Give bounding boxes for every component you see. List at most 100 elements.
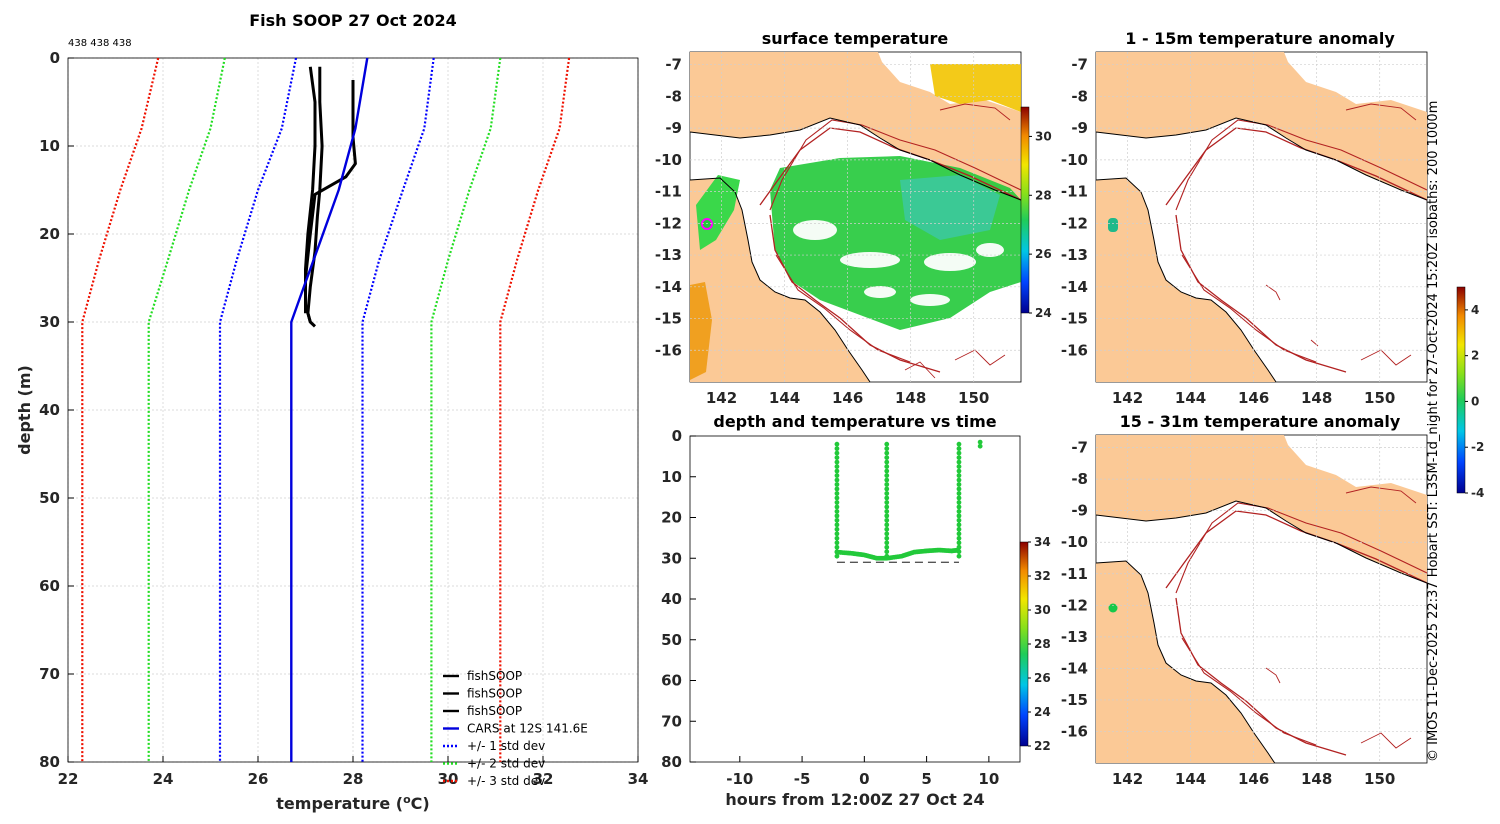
colorbar-surface-tick-label: 24 [1035,306,1052,320]
profile-dot [834,508,840,514]
map-x-tick-label: 148 [1301,389,1332,407]
isobath-200m [1165,510,1427,756]
coastline [1096,117,1427,382]
x-axis-label: temperature (oC) [276,793,429,814]
profile-dot [884,473,890,478]
map-y-tick-label: -15 [1061,691,1088,709]
y-tick-label: 40 [39,401,60,419]
x-tick-label: 0 [859,770,869,788]
profile-dot [834,504,840,510]
profile-dot [956,522,962,528]
y-tick-label: 50 [661,631,682,649]
x-tick-label: 26 [248,770,269,788]
land-cape-york [1096,178,1276,382]
profile-dot [956,513,962,519]
map-y-tick-label: -8 [1071,87,1088,105]
profile-dot [956,473,962,478]
profile-dot [834,486,840,492]
series-line-cars-at-12s-141-6e [290,57,369,762]
colorbar-surface-tick-label: 26 [1035,247,1052,261]
legend-label: fishSOOP [467,669,522,683]
legend-label: +/- 2 std dev [467,757,545,771]
legend-label: fishSOOP [467,687,522,701]
profile-dot [956,486,962,492]
anomaly-blob [1108,218,1118,232]
y-tick-label: 80 [661,753,682,771]
reef-contours [904,103,1011,379]
y-tick-label: 40 [661,590,682,608]
map-y-tick-label: -7 [1071,56,1088,74]
profile-dot [834,522,840,528]
x-axis-label: hours from 12:00Z 27 Oct 24 [725,790,984,809]
profile-dot [956,459,962,465]
profile-dot [884,482,890,487]
colorbar-depth-time-tick-label: 26 [1034,671,1051,685]
plot-frame [689,435,1021,763]
map-x-tick-label: 146 [832,389,863,407]
map-y-tick-label: -12 [1061,214,1088,232]
map-y-tick-label: -13 [1061,628,1088,646]
map-y-tick-label: -10 [1061,533,1088,551]
map-x-tick-label: 148 [1301,770,1332,788]
profile-dot [956,531,962,537]
map-x-tick-label: 150 [1364,770,1395,788]
profile-chart: 22 24 26 28 30 32 34 0 10 20 30 40 50 60 70 80 Fish SOOP… [15,11,648,813]
map-y-tick-label: -12 [655,214,682,232]
y-tick-label: 0 [50,49,60,67]
reef-contours [1265,486,1417,749]
isobath-1000m [1175,502,1427,746]
profile-dot [956,508,962,514]
profile-dot [834,553,840,559]
profile-dot [834,495,840,501]
map-y-tick-label: -12 [1061,596,1088,614]
map-y-tick-label: -7 [665,56,682,74]
y-tick-label: 20 [39,225,60,243]
depth-time-chart: -10 -5 0 5 10 0 10 20 30 40 50 60 70 80 depth and temp… [661,412,1021,809]
profile-dot [956,450,962,456]
isobath-200m [1165,127,1427,373]
profile-dot [884,517,890,523]
map-y-tick-label: -14 [1061,659,1088,677]
legend-label: CARS at 12S 141.6E [467,722,588,736]
profile-dot [884,446,890,452]
x-tick-label: 28 [343,770,364,788]
map-y-tick-label: -14 [655,278,682,296]
map-x-tick-label: 144 [1175,389,1206,407]
colorbar-anomaly-tick-label: 0 [1471,394,1479,408]
profile-dot [884,500,890,505]
bottom-track-dot [955,547,961,553]
map-x-tick-label: 142 [706,389,737,407]
map-y-tick-label: -10 [1061,151,1088,169]
profile-dot [956,464,962,469]
profile-dot [834,531,840,537]
y-tick-label: 50 [39,489,60,507]
colorbar-anomaly [1456,286,1466,494]
colorbar-depth-time-tick-label: 24 [1034,705,1051,719]
map-x-tick-label: 142 [1112,770,1143,788]
map-y-tick-label: -9 [665,119,682,137]
y-tick-label: 20 [661,509,682,527]
map-x-tick-label: 150 [958,389,989,407]
y-tick-label: 0 [672,427,682,445]
coastline [690,117,1021,382]
profile-dot [834,500,840,505]
y-tick-label: 70 [661,712,682,730]
y-axis-label: depth (m) [15,365,34,455]
credit-text: © IMOS 11-Dec-2025 22:37 Hobart SST: L3S… [1426,101,1441,762]
map-x-tick-label: 146 [1238,389,1269,407]
y-tick-label: 30 [661,549,682,567]
profile-dot [956,517,962,523]
colorbar-surface-tick-label: 28 [1035,188,1052,202]
isobath-200m [759,127,1021,373]
map-y-tick-label: -15 [1061,310,1088,328]
map-y-tick-label: -9 [1071,119,1088,137]
reef-contours [1265,103,1417,366]
anomaly-blob [1108,603,1118,613]
y-tick-label: 10 [39,137,60,155]
profile-dot [956,468,962,474]
y-tick-label: 10 [661,468,682,486]
land-cape-york [690,178,870,382]
profile-dot [884,549,890,555]
map-x-tick-label: 150 [1364,389,1395,407]
